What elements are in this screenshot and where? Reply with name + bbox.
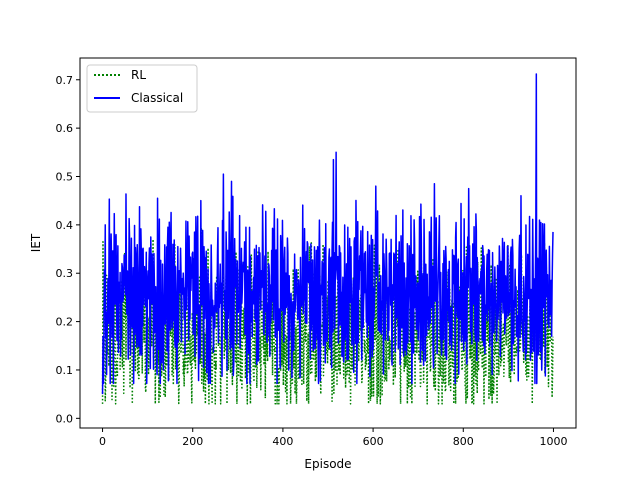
y-axis: 0.0 0.1 0.2 0.3 0.4 0.5 0.6 0.7 [56,74,80,425]
series-line-classical [101,73,554,395]
plot-frame [79,57,577,429]
x-tick-label: 0 [99,435,106,448]
y-tick-label: 0.1 [56,364,74,377]
x-tick-label: 600 [363,435,384,448]
y-tick-label: 0.0 [56,412,74,425]
legend-box [86,64,198,113]
x-tick-label: 400 [272,435,293,448]
x-tick-label: 1000 [539,435,567,448]
x-axis: 0 200 400 600 800 1000 [99,428,567,448]
legend-classical-label: Classical [131,91,183,105]
y-tick-label: 0.7 [56,74,74,87]
y-tick-label: 0.5 [56,170,74,183]
y-tick-label: 0.3 [56,267,74,280]
x-tick-label: 200 [182,435,203,448]
series-layer [101,73,554,405]
legend: RL Classical [86,64,198,113]
x-tick-label: 800 [453,435,474,448]
y-tick-label: 0.2 [56,316,74,329]
legend-rl-label: RL [131,68,146,82]
y-tick-label: 0.4 [56,219,74,232]
y-tick-label: 0.6 [56,122,74,135]
x-axis-label: Episode [304,457,351,471]
y-axis-label: IET [29,233,43,252]
